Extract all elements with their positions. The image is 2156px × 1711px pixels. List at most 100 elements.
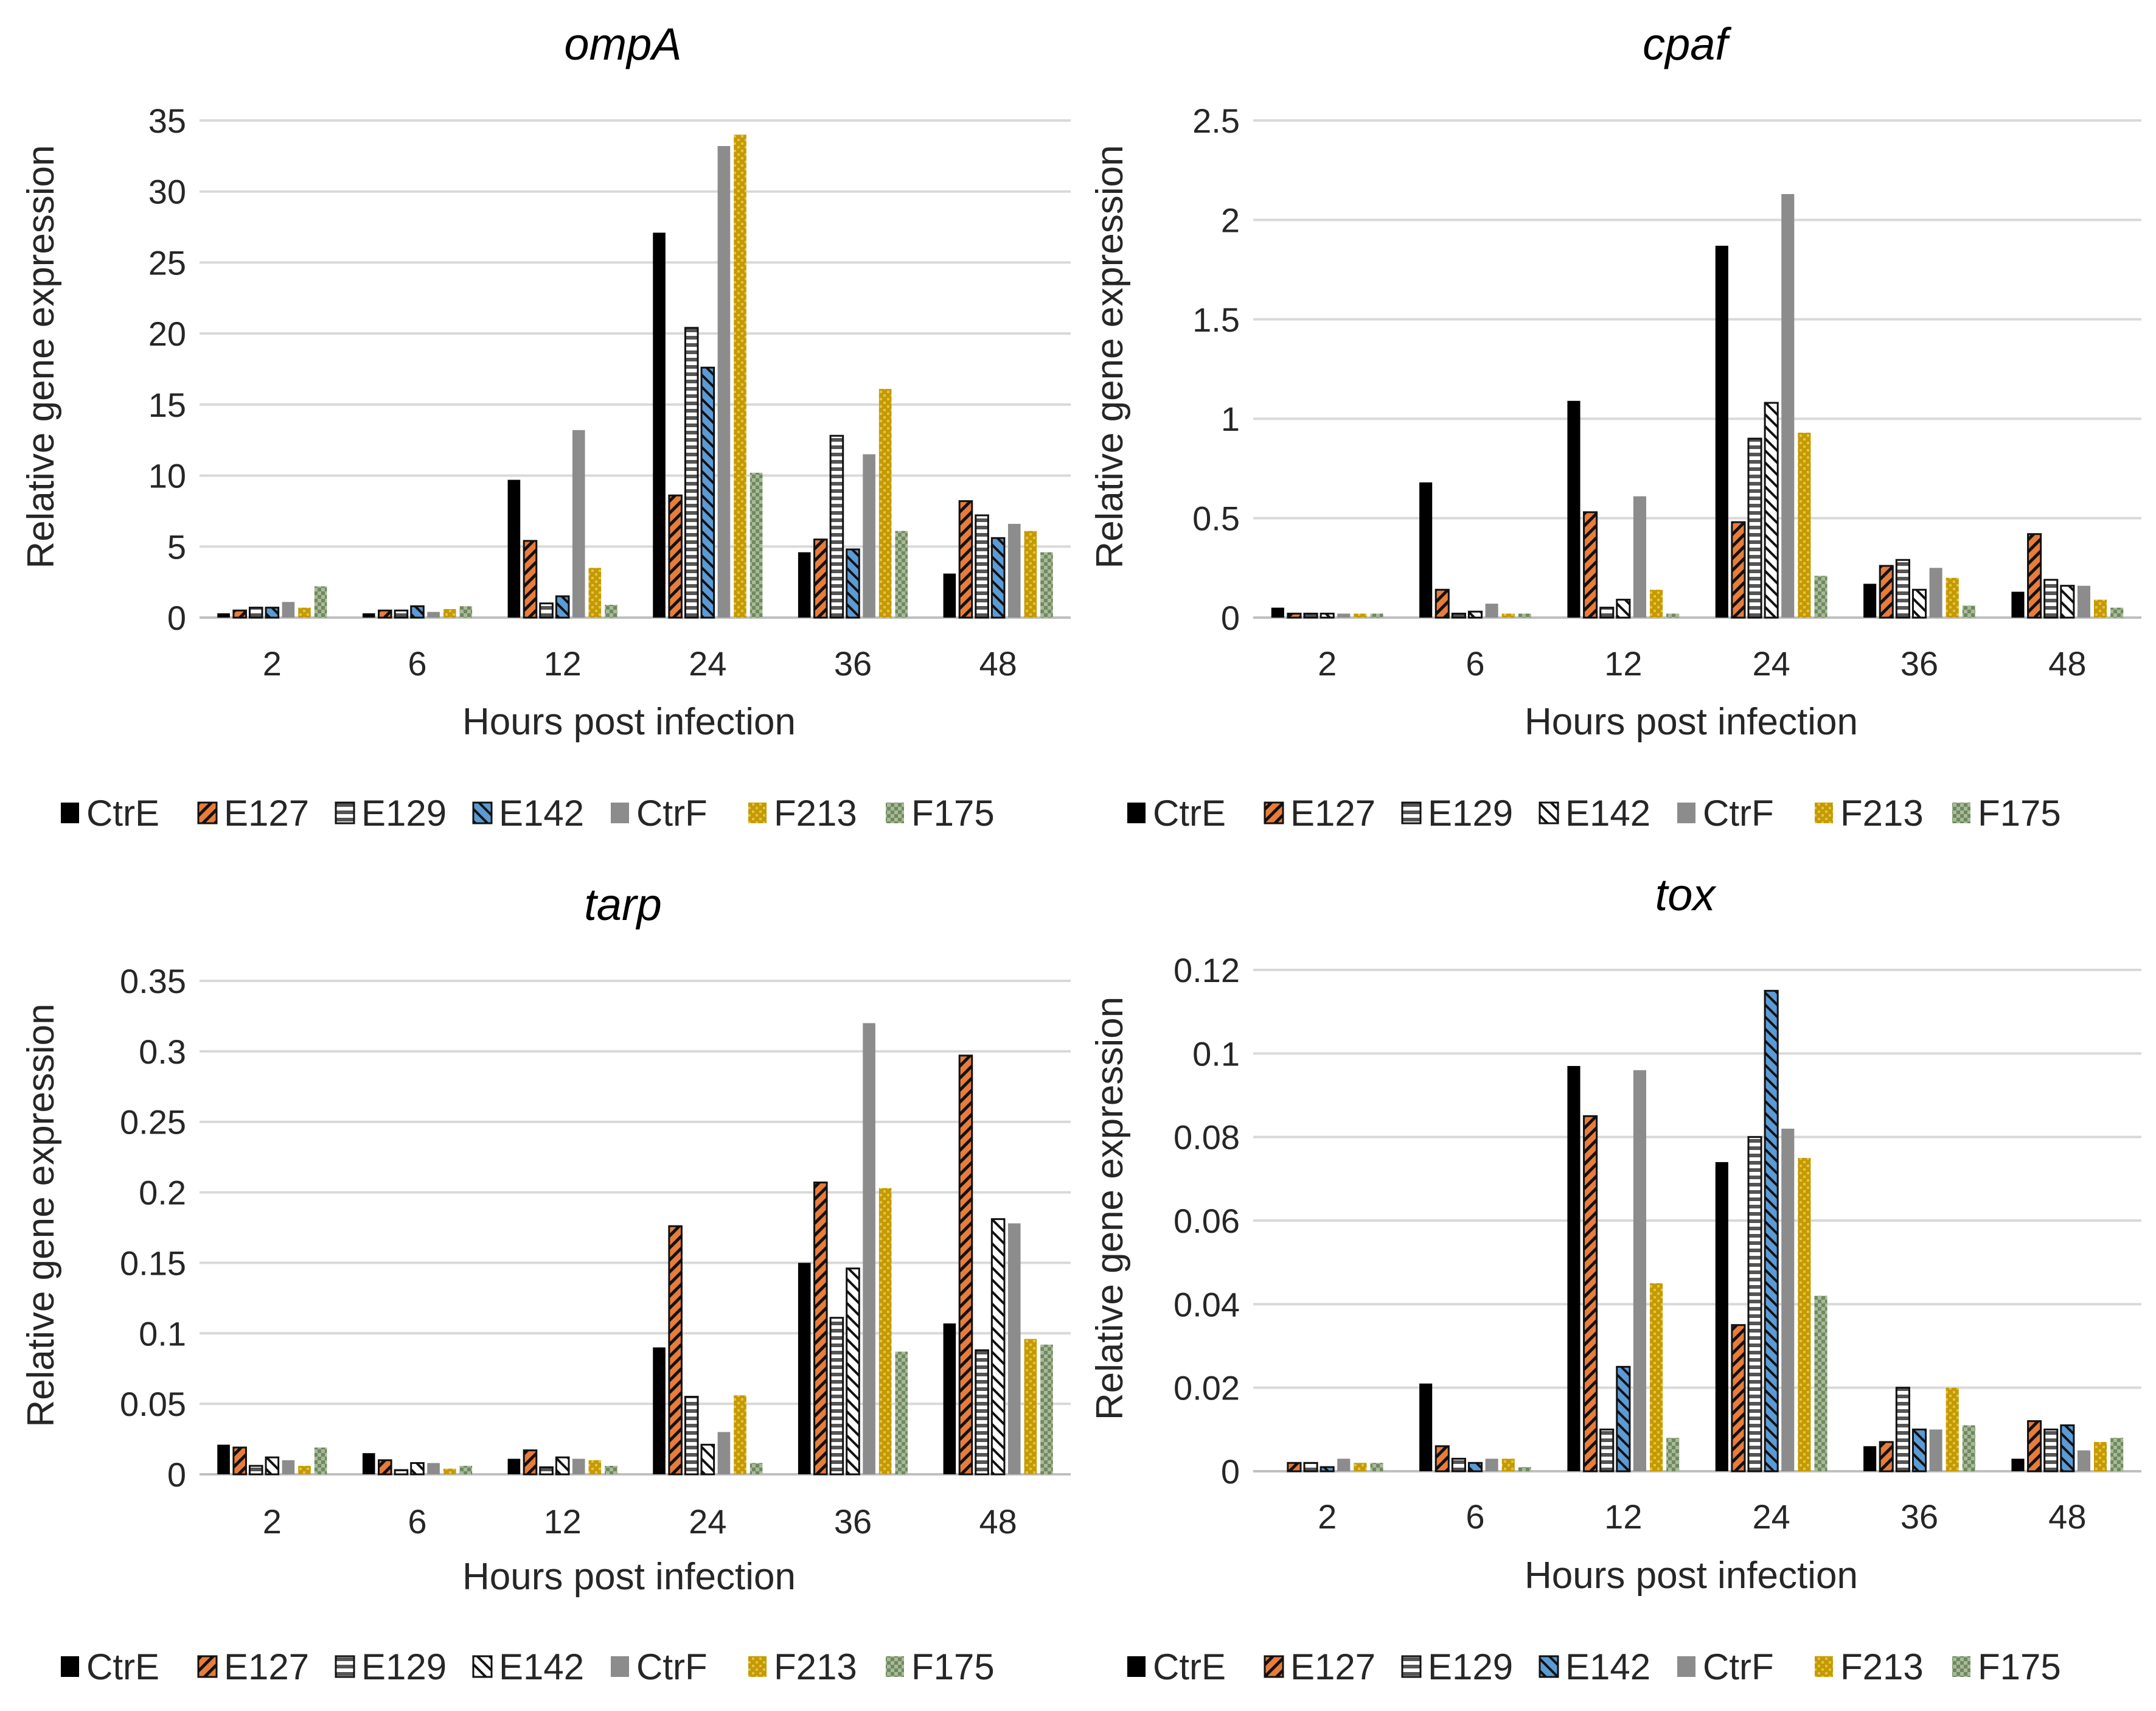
bar-E142-6 [1467, 610, 1483, 619]
bar-E129-6 [1451, 612, 1466, 619]
y-tick-label: 0 [1221, 599, 1240, 637]
legend-label-F213: F213 [1840, 793, 1924, 834]
bar-E129-24 [1747, 1136, 1762, 1472]
legend-label-F175: F175 [911, 1647, 995, 1687]
bar-F175-2 [314, 586, 327, 618]
y-tick-label: 0.35 [120, 962, 186, 1000]
legend-label-F175: F175 [1978, 1647, 2061, 1687]
bar-CtrF-12 [1633, 496, 1647, 618]
bar-CtrF-2 [1337, 613, 1351, 618]
legend-swatch-CtrF [1677, 1656, 1695, 1677]
legend-label-CtrE: CtrE [86, 793, 159, 834]
legend-swatch-CtrE [61, 803, 79, 823]
x-tick-label: 48 [2048, 644, 2086, 683]
x-tick-label: 12 [1604, 1497, 1642, 1536]
legend-swatch-CtrE [1127, 803, 1146, 823]
bar-CtrF-6 [1485, 604, 1498, 618]
bar-F213-2 [1354, 1463, 1367, 1471]
bar-CtrF-12 [1633, 1070, 1647, 1471]
legend-label-CtrF: CtrF [636, 1647, 708, 1687]
bar-E129-36 [1895, 1387, 1910, 1472]
bar-CtrE-48 [2011, 591, 2025, 618]
bar-E127-48 [2027, 533, 2042, 619]
bar-E142-2 [1320, 1466, 1335, 1472]
x-axis-label: Hours post infection [1525, 701, 1858, 743]
bar-E127-48 [958, 1054, 973, 1476]
bar-F213-36 [878, 1188, 892, 1474]
bar-F213-48 [2094, 599, 2107, 618]
bar-F175-48 [2110, 607, 2124, 618]
chart-title: tox [1655, 869, 1717, 920]
bar-E142-2 [1320, 612, 1335, 619]
y-tick-label: 0 [1221, 1452, 1240, 1491]
bar-F175-36 [895, 531, 908, 618]
y-tick-label: 0.06 [1174, 1202, 1240, 1240]
bar-E127-36 [813, 1181, 828, 1476]
legend-swatch-CtrF [1677, 803, 1695, 823]
bar-CtrE-24 [1715, 1162, 1728, 1471]
chart-ompA: ompA 0 5 10 15 20 25 30 35 2 6 12 24 36 48 Hours post i… [20, 19, 1071, 834]
bar-E142-6 [410, 605, 425, 619]
x-tick-label: 6 [408, 644, 426, 683]
legend-label-E127: E127 [224, 793, 309, 834]
bar-E129-36 [829, 1317, 844, 1476]
legend-swatch-E142 [1539, 801, 1559, 824]
y-axis-label: Relative gene expression [1089, 997, 1131, 1420]
bar-F213-6 [443, 1468, 456, 1474]
bar-CtrE-6 [1419, 482, 1433, 618]
bar-F213-48 [1024, 531, 1037, 618]
x-tick-label: 2 [263, 1502, 282, 1541]
legend-swatch-E129 [335, 1655, 355, 1678]
y-tick-label: 0.1 [139, 1314, 186, 1353]
bar-E127-12 [523, 540, 538, 619]
bar-CtrE-12 [1567, 400, 1580, 618]
bar-F175-24 [1814, 576, 1827, 618]
bar-CtrF-2 [282, 1460, 295, 1474]
bar-F213-12 [1650, 590, 1663, 618]
legend-label-E142: E142 [1565, 793, 1650, 834]
bar-F213-36 [878, 389, 892, 618]
bar-F213-24 [734, 1395, 746, 1474]
legend-swatch-CtrE [1127, 1656, 1146, 1677]
bar-CtrF-36 [1929, 568, 1942, 618]
bar-E129-2 [248, 1465, 263, 1476]
bar-E127-12 [1583, 511, 1598, 619]
bar-F213-48 [1024, 1339, 1037, 1474]
bar-F175-12 [1666, 613, 1680, 618]
bar-F213-12 [588, 568, 602, 618]
legend-label-E129: E129 [1428, 793, 1513, 834]
bar-E142-24 [1764, 989, 1779, 1472]
y-tick-label: 0.02 [1174, 1369, 1240, 1407]
y-tick-label: 0.25 [120, 1103, 186, 1141]
bar-CtrE-2 [217, 1444, 230, 1474]
bar-F213-2 [298, 1466, 311, 1474]
bar-E127-2 [1287, 1462, 1302, 1472]
bar-CtrE-6 [362, 613, 375, 618]
legend-swatch-E127 [1264, 801, 1284, 824]
bar-E129-48 [975, 1349, 989, 1476]
bar-E142-36 [846, 548, 860, 619]
legend-label-E127: E127 [1290, 1647, 1375, 1687]
legend-swatch-CtrF [611, 803, 629, 823]
bar-E129-24 [1747, 437, 1762, 619]
y-tick-label: 0.08 [1174, 1118, 1240, 1157]
bar-E129-24 [684, 327, 699, 619]
bar-F175-12 [605, 1466, 617, 1474]
bar-CtrE-2 [217, 613, 230, 618]
y-tick-label: 0.1 [1192, 1034, 1240, 1073]
bar-F213-2 [1354, 613, 1367, 618]
bar-F175-24 [749, 1463, 763, 1474]
x-tick-label: 36 [1900, 1497, 1938, 1536]
bar-E127-48 [2027, 1420, 2042, 1472]
x-axis-label: Hours post infection [462, 701, 796, 743]
x-tick-label: 36 [1900, 644, 1938, 683]
x-tick-label: 12 [1604, 644, 1642, 683]
bar-F175-48 [1040, 552, 1053, 618]
bar-CtrF-24 [1781, 1128, 1795, 1471]
bar-CtrF-6 [427, 1463, 440, 1474]
bar-CtrF-48 [1007, 1223, 1021, 1474]
legend-label-F213: F213 [774, 1647, 857, 1687]
x-tick-label: 24 [689, 644, 726, 683]
chart-tarp: tarp 0 0.05 0.1 0.15 0.2 0.25 0.3 0.35 2 6 12 24 36 48… [20, 879, 1071, 1687]
x-tick-label: 6 [408, 1502, 426, 1541]
